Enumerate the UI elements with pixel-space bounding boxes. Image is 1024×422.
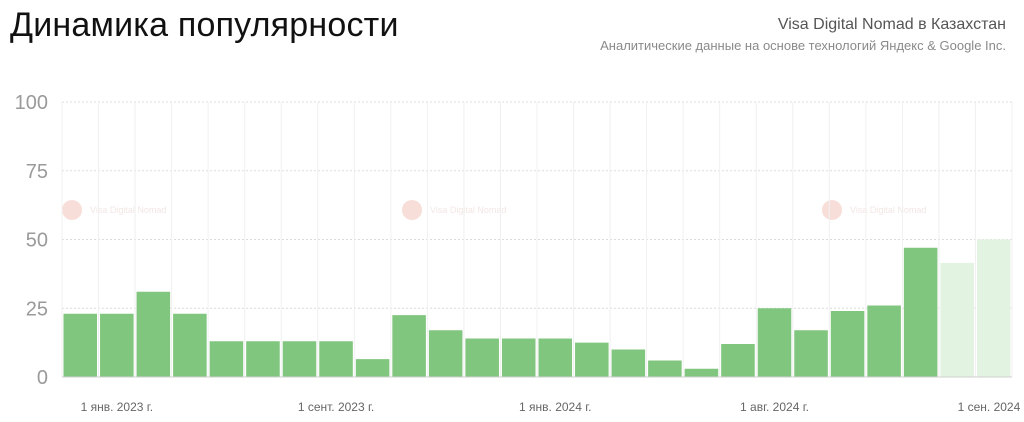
watermark-text: Visa Digital Nomad — [850, 205, 926, 215]
bar-projected[interactable] — [940, 262, 974, 377]
bar[interactable] — [648, 360, 682, 378]
x-tick-label: 1 сент. 2023 г. — [298, 400, 374, 414]
bar[interactable] — [282, 341, 317, 377]
bar[interactable] — [173, 313, 207, 377]
chart-subtitle: Visa Digital Nomad в Казахстан — [777, 16, 1006, 33]
watermark: Visa Digital Nomad — [62, 200, 166, 220]
y-tick-label: 75 — [26, 161, 48, 183]
bar[interactable] — [355, 359, 390, 377]
x-tick-label: 1 авг. 2024 г. — [740, 400, 809, 414]
bar[interactable] — [246, 341, 280, 377]
bar[interactable] — [611, 349, 646, 378]
bar[interactable] — [100, 313, 134, 377]
bar[interactable] — [319, 341, 353, 377]
bar[interactable] — [538, 338, 573, 378]
watermark-text: Visa Digital Nomad — [90, 205, 166, 215]
bar[interactable] — [794, 330, 828, 377]
bar[interactable] — [136, 291, 171, 377]
bar[interactable] — [757, 308, 792, 377]
bar[interactable] — [867, 305, 901, 378]
watermark-text: Visa Digital Nomad — [430, 205, 506, 215]
watermark-logo-icon — [822, 200, 842, 220]
grid-layer — [61, 101, 1013, 378]
y-tick-label: 100 — [15, 92, 48, 114]
bar[interactable] — [392, 315, 426, 377]
watermark-logo-icon — [402, 200, 422, 220]
bar[interactable] — [684, 368, 719, 377]
bar[interactable] — [903, 247, 938, 377]
y-tick-label: 25 — [26, 298, 48, 320]
y-tick-label: 0 — [37, 367, 48, 389]
x-tick-label: 1 сен. 2024 г. — [958, 400, 1024, 414]
watermark: Visa Digital Nomad — [402, 200, 506, 220]
x-tick-label: 1 янв. 2023 г. — [81, 400, 153, 414]
axis-layer: 0 25 50 75 100 1 янв. 2023 г. 1 сент. 2023 г. 1… — [15, 92, 1024, 414]
bar[interactable] — [63, 313, 98, 377]
bar[interactable] — [575, 342, 609, 377]
bar[interactable] — [209, 341, 244, 377]
chart-meta: Visa Digital Nomad в Казахстан Аналитиче… — [600, 16, 1006, 53]
bar[interactable] — [830, 311, 865, 377]
y-tick-label: 50 — [26, 230, 48, 252]
bar[interactable] — [501, 338, 536, 378]
bar[interactable] — [428, 330, 463, 377]
bar[interactable] — [465, 338, 499, 378]
data-source-note: Аналитические данные на основе технологи… — [600, 38, 1006, 53]
bar-layer — [63, 239, 1011, 378]
chart-title: Динамика популярности — [10, 6, 399, 44]
bar[interactable] — [721, 344, 755, 377]
x-tick-label: 1 янв. 2024 г. — [519, 400, 591, 414]
watermark-layer: Visa Digital Nomad Visa Digital Nomad Visa… — [62, 200, 926, 220]
bar-projected[interactable] — [976, 239, 1011, 378]
watermark: Visa Digital Nomad — [822, 200, 926, 220]
watermark-logo-icon — [62, 200, 82, 220]
